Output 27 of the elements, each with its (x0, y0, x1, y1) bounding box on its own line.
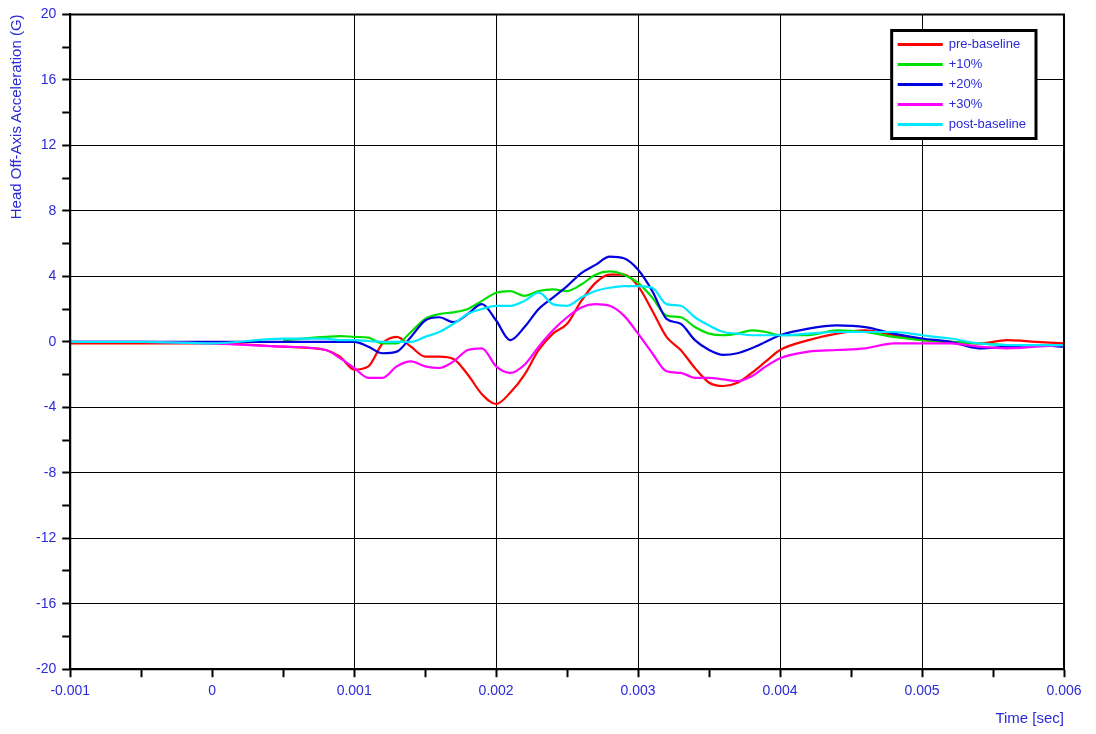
x-tick-label: 0 (208, 682, 217, 699)
x-tick-label: 0.005 (904, 682, 940, 699)
x-axis-title: Time [sec] (995, 709, 1064, 727)
y-tick-label: 0 (48, 332, 57, 349)
x-tick-label: 0.004 (762, 682, 798, 699)
y-tick-label: 16 (40, 70, 57, 87)
legend-label: +20% (948, 75, 983, 91)
y-tick-label: 20 (40, 5, 57, 22)
y-axis-title: Head Off-Axis Acceleration (G) (7, 14, 25, 220)
x-tick-label: 0.003 (620, 682, 656, 699)
line-series (70, 285, 1064, 347)
y-tick-label: 4 (48, 267, 57, 284)
y-tick-label: -4 (43, 398, 57, 415)
y-tick-label: -16 (36, 594, 57, 611)
y-tick-label: -12 (36, 529, 57, 546)
y-tick-label: 12 (40, 136, 57, 153)
x-tick-label: 0.006 (1046, 682, 1082, 699)
x-tick-label: -0.001 (50, 682, 91, 699)
y-tick-label: -20 (36, 660, 57, 677)
legend-label: pre-baseline (948, 35, 1021, 51)
y-tick-label: 8 (48, 201, 57, 218)
y-tick-label: -8 (43, 463, 57, 480)
x-tick-label: 0.002 (478, 682, 514, 699)
legend-label: +10% (948, 55, 983, 71)
legend-label: post-baseline (948, 115, 1026, 131)
x-tick-label: 0.001 (336, 682, 372, 699)
legend-label: +30% (948, 95, 983, 111)
